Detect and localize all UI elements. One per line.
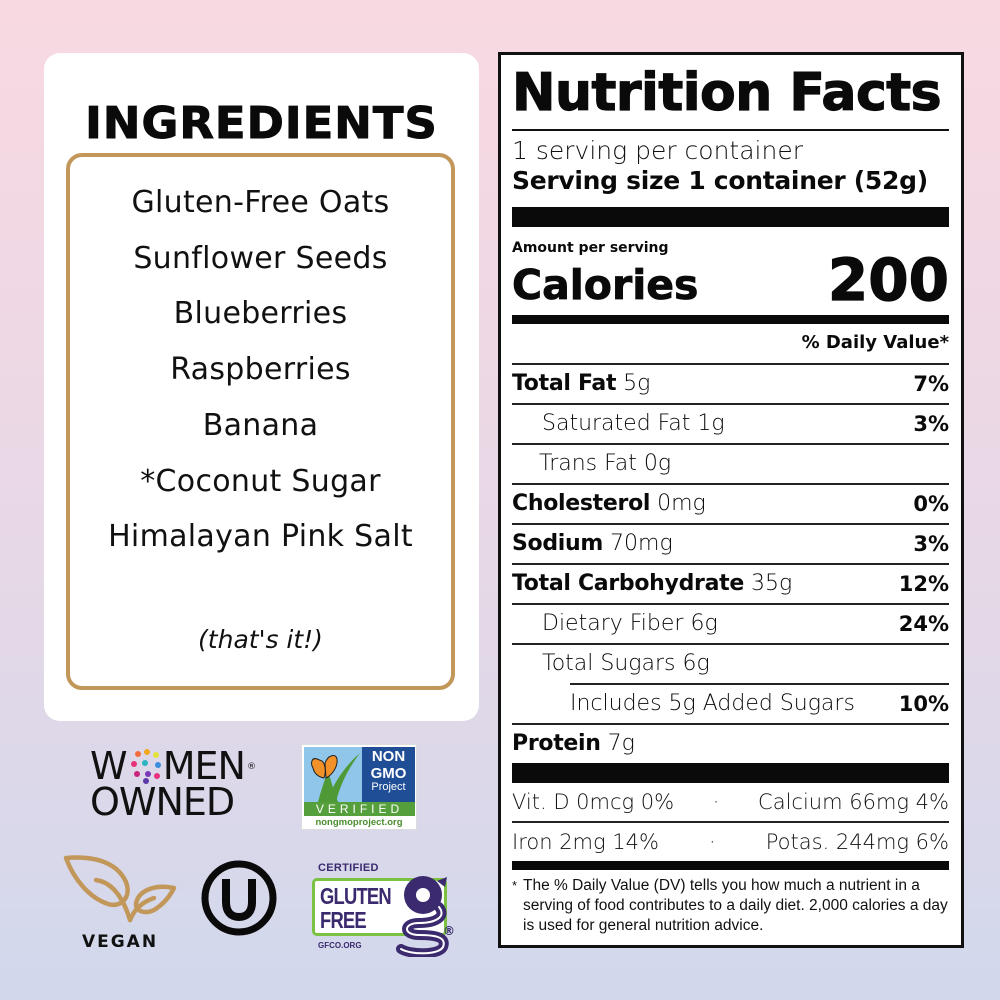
ingredients-list-box: Gluten-Free Oats Sunflower Seeds Blueber… xyxy=(66,153,455,690)
servings-per-container: 1 serving per container xyxy=(512,136,804,165)
women-owned-text-men: MEN xyxy=(162,744,246,788)
ingredient-item: Blueberries xyxy=(173,296,348,332)
kosher-ou-logo xyxy=(200,859,278,937)
nutrition-facts-title: Nutrition Facts xyxy=(511,62,942,123)
divider xyxy=(512,363,949,365)
nutrient-row-total-fat: Total Fat 5g 7% xyxy=(512,371,949,397)
ingredients-title: INGREDIENTS xyxy=(85,98,438,149)
nutrient-row-dietary-fiber: Dietary Fiber 6g 24% xyxy=(542,611,949,637)
heavy-divider xyxy=(512,860,949,870)
butterfly-icon xyxy=(304,747,362,802)
ingredient-item: Gluten-Free Oats xyxy=(131,185,390,220)
women-owned-text-owned: OWNED xyxy=(90,780,235,824)
daily-value-footnote: * The % Daily Value (DV) tells you how m… xyxy=(512,876,948,934)
gf-url: GFCO.ORG xyxy=(318,941,362,950)
registered-mark: ® xyxy=(247,762,256,772)
divider xyxy=(512,723,949,725)
ingredient-item: Sunflower Seeds xyxy=(133,240,388,276)
divider xyxy=(512,563,949,565)
vegan-logo: VEGAN xyxy=(60,852,180,952)
ingredient-item: Banana xyxy=(202,407,319,443)
nutrient-row-cholesterol: Cholesterol 0mg 0% xyxy=(512,491,949,517)
certified-gluten-free-logo: CERTIFIED GLUTEN FREE ® GFCO.ORG xyxy=(312,858,457,957)
divider xyxy=(512,129,949,131)
heavy-divider xyxy=(512,763,949,783)
divider xyxy=(512,403,949,405)
daily-value-header: % Daily Value* xyxy=(801,332,949,353)
nutrient-row-sodium: Sodium 70mg 3% xyxy=(512,531,949,557)
confetti-o-icon xyxy=(129,749,161,784)
calories-label: Calories xyxy=(512,261,699,309)
divider xyxy=(512,443,949,445)
nutrient-row-total-sugars: Total Sugars 6g xyxy=(542,651,710,677)
gf-certified-text: CERTIFIED xyxy=(318,862,379,874)
registered-mark: ® xyxy=(443,924,455,938)
nutrient-row-total-carbohydrate: Total Carbohydrate 35g 12% xyxy=(512,571,949,597)
amount-per-serving: Amount per serving xyxy=(512,240,669,256)
ingredient-item: Himalayan Pink Salt xyxy=(108,519,413,555)
divider xyxy=(512,483,949,485)
divider xyxy=(512,603,949,605)
ingredients-list: Gluten-Free Oats Sunflower Seeds Blueber… xyxy=(70,175,451,565)
ingredient-item: *Coconut Sugar xyxy=(140,463,381,499)
non-gmo-verified-logo: NON GMO Project VERIFIED nongmoproject.o… xyxy=(301,744,417,830)
heavy-divider xyxy=(512,207,949,227)
nutrient-row-added-sugars: Includes 5g Added Sugars 10% xyxy=(570,691,949,717)
ingredients-card: INGREDIENTS Gluten-Free Oats Sunflower S… xyxy=(44,53,479,721)
vitamin-row: Vit. D 0mcg 0% · Calcium 66mg 4% xyxy=(512,790,949,814)
nutrient-row-saturated-fat: Saturated Fat 1g 3% xyxy=(542,411,949,437)
nutrition-facts-label: Nutrition Facts 1 serving per container … xyxy=(498,52,964,948)
gf-g-icon xyxy=(396,876,449,957)
serving-size: Serving size 1 container (52g) xyxy=(512,166,928,195)
women-owned-text-w: W xyxy=(90,744,128,788)
nutrient-row-trans-fat: Trans Fat 0g xyxy=(539,451,672,477)
ingredient-item: Raspberries xyxy=(170,352,351,388)
calories-row: Calories 200 xyxy=(512,249,950,310)
vitamin-row: Iron 2mg 14% · Potas. 244mg 6% xyxy=(512,829,949,854)
vegan-label: VEGAN xyxy=(81,932,159,952)
divider xyxy=(570,683,949,685)
leaf-sprout-icon xyxy=(63,855,177,923)
calories-value: 200 xyxy=(827,246,949,314)
non-gmo-url: nongmoproject.org xyxy=(315,817,403,828)
divider xyxy=(512,523,949,525)
verified-label: VERIFIED xyxy=(304,802,415,816)
women-owned-logo: W MEN ® OWNED xyxy=(90,744,256,824)
divider xyxy=(512,643,949,645)
heavy-divider xyxy=(512,315,949,324)
non-gmo-project-text: NON GMO Project xyxy=(362,747,415,802)
divider xyxy=(512,821,949,823)
ingredients-note: (that's it!) xyxy=(198,625,323,654)
nutrient-row-protein: Protein 7g xyxy=(512,731,635,757)
gf-box: GLUTEN FREE xyxy=(312,876,449,957)
gf-main-text: GLUTEN FREE xyxy=(320,883,392,933)
